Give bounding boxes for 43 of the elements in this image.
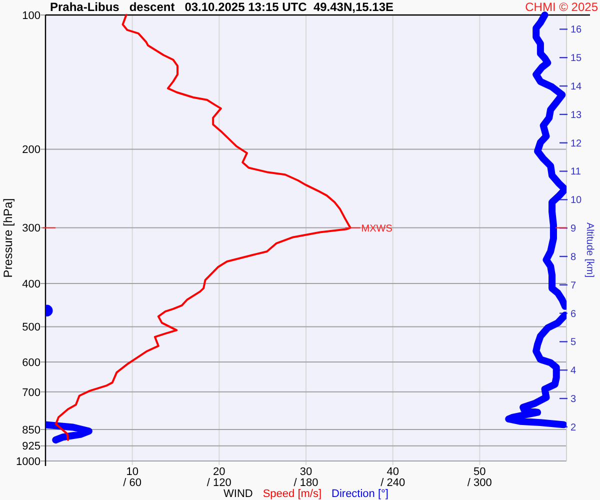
y2-tick-label: 15 [570,53,582,64]
y-tick-label: 925 [22,440,40,453]
y-tick-label: 200 [22,144,40,156]
x-tick-label: 10 [126,466,138,478]
y2-tick-label: 10 [570,195,582,206]
y2-tick-label: 7 [570,280,576,292]
y2-tick-label: 2 [570,422,576,434]
chart-title: Praha-Libus descent 03.10.2025 13:15 UTC 49.43N,15.13E [50,0,394,14]
y2-tick-label: 12 [570,138,582,150]
y2-tick-label: 9 [570,224,576,235]
y2-tick-label: 14 [570,82,582,93]
y2-tick-label: 4 [570,366,576,377]
x-tick-label: 20 [213,466,226,478]
y-tick-label: 1000 [16,456,40,468]
y2-tick-label: 3 [570,394,576,406]
y2-tick-label: 6 [570,308,576,320]
y-tick-label: 100 [22,10,40,22]
x2-tick-label: / 240 [380,477,406,489]
text: CHMI © 2025 [525,0,598,14]
y2-tick-label: 13 [570,110,582,121]
x2-tick-label: / 60 [123,477,142,489]
x-tick-label: 40 [386,466,399,478]
x-axis-title: WIND [224,488,253,500]
annotation: MXWS [361,223,393,234]
y2-tick-label: 16 [570,24,582,36]
x2-tick-label: / 180 [294,477,318,489]
y-tick-label: 600 [22,356,40,369]
x2-tick-label: / 120 [206,477,232,489]
x2-tick-label: / 300 [467,477,492,489]
y-tick-label: 700 [22,386,40,399]
text: Direction [°] [332,488,389,500]
x-tick-label: 50 [474,466,486,478]
text: Speed [m/s] [262,488,322,500]
y2-tick-label: 5 [570,337,576,348]
y-tick-label: 400 [22,278,40,290]
y-tick-label: 850 [22,424,40,436]
x-tick-label: 30 [300,466,312,478]
y-axis-title: Pressure [hPa] [1,198,15,278]
y-tick-label: 300 [22,222,40,235]
y2-axis-title: Altitude [km] [584,222,595,278]
y2-tick-label: 8 [570,252,576,263]
y2-tick-label: 11 [570,166,582,178]
y-tick-label: 500 [22,322,40,334]
